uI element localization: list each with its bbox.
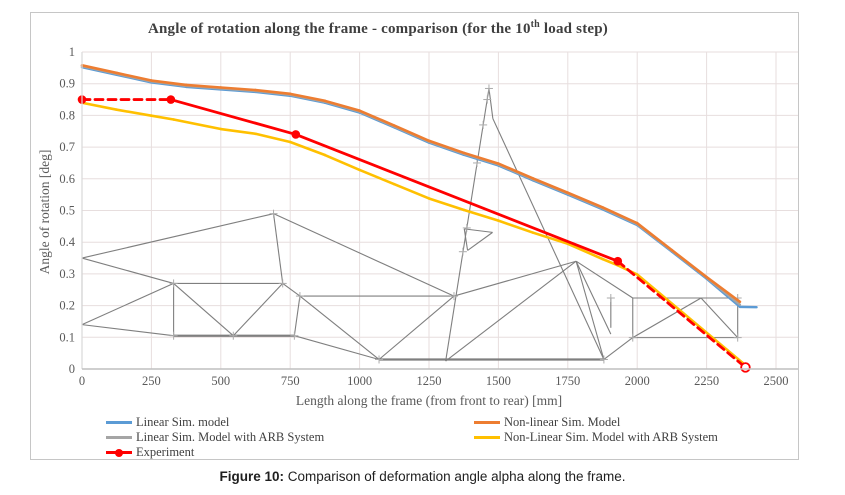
svg-text:0.4: 0.4 (59, 235, 75, 249)
svg-text:0.1: 0.1 (59, 330, 75, 344)
legend-item-experiment: Experiment (106, 445, 474, 459)
svg-text:0.3: 0.3 (59, 267, 75, 281)
svg-text:0.8: 0.8 (59, 108, 75, 122)
legend-label: Experiment (136, 444, 195, 459)
svg-text:0.5: 0.5 (59, 204, 75, 218)
legend-line-swatch-blue (106, 415, 132, 429)
figure-caption: Figure 10: Comparison of deformation ang… (0, 469, 845, 484)
figure-caption-label: Figure 10: (219, 469, 285, 484)
chart-title: Angle of rotation along the frame - comp… (31, 19, 725, 38)
svg-text:0.9: 0.9 (59, 77, 75, 91)
svg-text:500: 500 (211, 374, 230, 388)
legend-label: Linear Sim. model (136, 414, 230, 429)
legend-line-swatch-gray (106, 430, 132, 444)
svg-text:2000: 2000 (625, 374, 650, 388)
svg-text:1500: 1500 (486, 374, 511, 388)
svg-text:2500: 2500 (764, 374, 789, 388)
svg-text:0.2: 0.2 (59, 299, 75, 313)
svg-text:1000: 1000 (347, 374, 372, 388)
legend-item-nonlinear-sim-model-arb: Non-Linear Sim. Model with ARB System (474, 430, 718, 444)
y-axis-title: Angle of rotation [deg] (37, 149, 52, 275)
chart-title-superscript: th (530, 19, 540, 30)
svg-text:1250: 1250 (417, 374, 442, 388)
legend-item-nonlinear-sim-model: Non-linear Sim. Model (474, 415, 718, 429)
legend-line-dot-swatch-red (106, 445, 132, 459)
x-axis-title: Length along the frame (from front to re… (295, 393, 563, 408)
chart-legend: Linear Sim. model Non-linear Sim. Model … (106, 415, 718, 459)
legend-label: Non-linear Sim. Model (504, 414, 621, 429)
svg-text:0.7: 0.7 (59, 140, 75, 154)
chart-title-text: Angle of rotation along the frame - comp… (147, 21, 531, 37)
figure-caption-text: Comparison of deformation angle alpha al… (284, 469, 626, 484)
svg-text:1750: 1750 (555, 374, 580, 388)
svg-text:1: 1 (69, 45, 75, 59)
legend-line-swatch-yellow (474, 430, 500, 444)
legend-item-linear-sim-model-arb: Linear Sim. Model with ARB System (106, 430, 474, 444)
svg-text:0.6: 0.6 (59, 172, 75, 186)
svg-text:250: 250 (142, 374, 161, 388)
svg-text:2250: 2250 (694, 374, 719, 388)
svg-text:0: 0 (69, 362, 75, 376)
legend-label: Linear Sim. Model with ARB System (136, 429, 325, 444)
chart-frame: 0 250 500 750 1000 1250 1500 1750 2000 2250 2500 0 0… (30, 12, 799, 460)
chart-title-tail: load step) (539, 21, 608, 37)
chart-plot-area: 0 250 500 750 1000 1250 1500 1750 2000 2250 2500 0 0… (59, 45, 798, 388)
legend-line-swatch-orange (474, 415, 500, 429)
svg-text:0: 0 (79, 374, 85, 388)
legend-item-linear-sim-model: Linear Sim. model (106, 415, 474, 429)
legend-label: Non-Linear Sim. Model with ARB System (504, 429, 718, 444)
svg-text:750: 750 (281, 374, 300, 388)
